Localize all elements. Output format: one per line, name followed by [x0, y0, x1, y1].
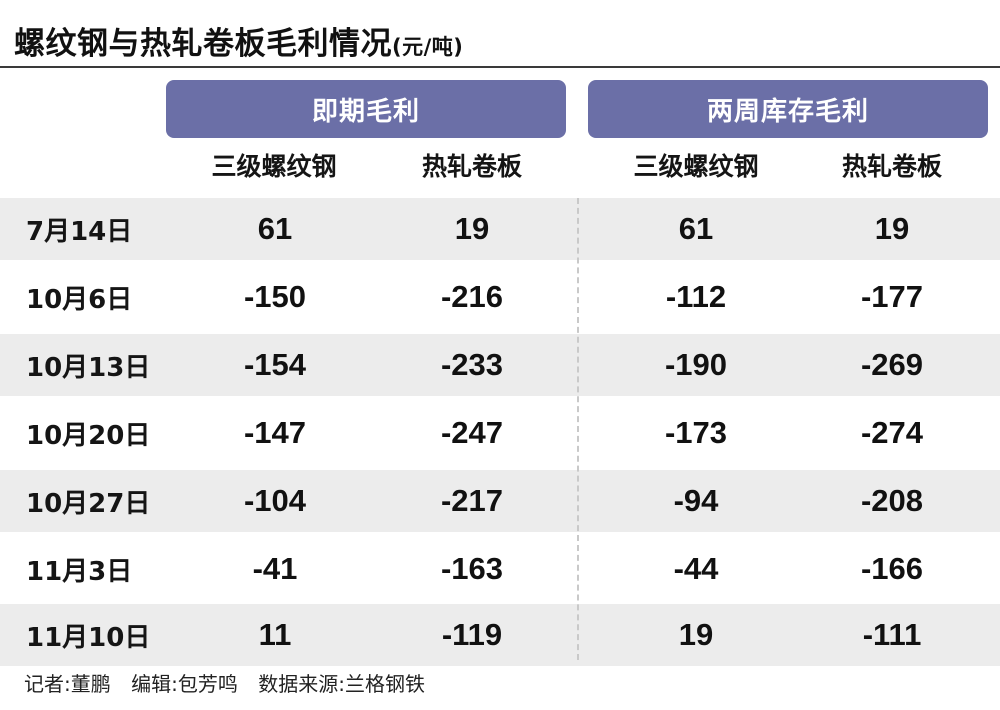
- cell-rebar-spot: 61: [257, 211, 293, 246]
- editor-credit: 编辑:包芳鸣: [131, 672, 238, 696]
- cell-rebar-inventory: -173: [664, 415, 728, 450]
- sub-header-rebar-spot: 三级螺纹钢: [211, 152, 337, 181]
- table-row: 11月10日 11 -119 19 -111: [0, 604, 1000, 666]
- table-row: 10月20日 -147 -247 -173 -274: [0, 402, 1000, 464]
- cell-rebar-spot: -41: [252, 551, 298, 586]
- sub-header-hrc-inventory: 热轧卷板: [841, 152, 942, 181]
- cell-hrc-spot: -163: [440, 551, 504, 586]
- sub-header-rebar-inventory: 三级螺纹钢: [633, 152, 759, 181]
- row-date: 10月6日: [26, 284, 133, 315]
- cell-rebar-inventory: 61: [678, 211, 714, 246]
- title-divider: [0, 66, 1000, 68]
- column-group-divider: [577, 198, 579, 660]
- cell-rebar-inventory: -44: [673, 551, 719, 586]
- table-row: 7月14日 61 19 61 19: [0, 198, 1000, 260]
- table-row: 10月13日 -154 -233 -190 -269: [0, 334, 1000, 396]
- row-date: 10月27日: [26, 488, 151, 519]
- cell-rebar-spot: -147: [243, 415, 307, 450]
- cell-hrc-spot: 19: [454, 211, 490, 246]
- cell-hrc-inventory: 19: [874, 211, 910, 246]
- cell-rebar-inventory: -112: [665, 279, 727, 314]
- row-date: 7月14日: [26, 216, 133, 247]
- table-row: 11月3日 -41 -163 -44 -166: [0, 538, 1000, 600]
- cell-hrc-spot: -119: [441, 617, 503, 652]
- cell-hrc-inventory: -166: [860, 551, 924, 586]
- cell-rebar-inventory: -94: [673, 483, 719, 518]
- page-title: 螺纹钢与热轧卷板毛利情况(元/吨): [14, 18, 463, 63]
- cell-rebar-spot: -154: [243, 347, 307, 382]
- table-row: 10月6日 -150 -216 -112 -177: [0, 266, 1000, 328]
- cell-hrc-inventory: -111: [862, 617, 922, 652]
- row-date: 10月20日: [26, 420, 151, 451]
- title-unit: (元/吨): [392, 35, 464, 59]
- cell-hrc-spot: -217: [440, 483, 504, 518]
- cell-rebar-inventory: -190: [664, 347, 728, 382]
- cell-hrc-inventory: -274: [860, 415, 924, 450]
- reporter-credit: 记者:董鹏: [24, 672, 111, 696]
- sub-header-hrc-spot: 热轧卷板: [421, 152, 522, 181]
- cell-hrc-spot: -233: [440, 347, 504, 382]
- row-date: 11月3日: [26, 556, 133, 587]
- cell-hrc-inventory: -269: [860, 347, 924, 382]
- table-row: 10月27日 -104 -217 -94 -208: [0, 470, 1000, 532]
- title-main: 螺纹钢与热轧卷板毛利情况: [14, 26, 392, 62]
- group-header-spot-margin: 即期毛利: [166, 80, 566, 138]
- row-date: 11月10日: [26, 622, 151, 653]
- group-header-inventory-margin: 两周库存毛利: [588, 80, 988, 138]
- credits-footer: 记者:董鹏 编辑:包芳鸣 数据来源:兰格钢铁: [24, 668, 439, 697]
- cell-rebar-spot: -104: [243, 483, 307, 518]
- source-credit: 数据来源:兰格钢铁: [258, 672, 425, 696]
- cell-rebar-spot: 11: [258, 617, 292, 652]
- cell-hrc-inventory: -208: [860, 483, 924, 518]
- cell-hrc-spot: -247: [440, 415, 504, 450]
- cell-hrc-inventory: -177: [860, 279, 924, 314]
- row-date: 10月13日: [26, 352, 151, 383]
- cell-rebar-spot: -150: [243, 279, 307, 314]
- cell-rebar-inventory: 19: [678, 617, 714, 652]
- cell-hrc-spot: -216: [440, 279, 504, 314]
